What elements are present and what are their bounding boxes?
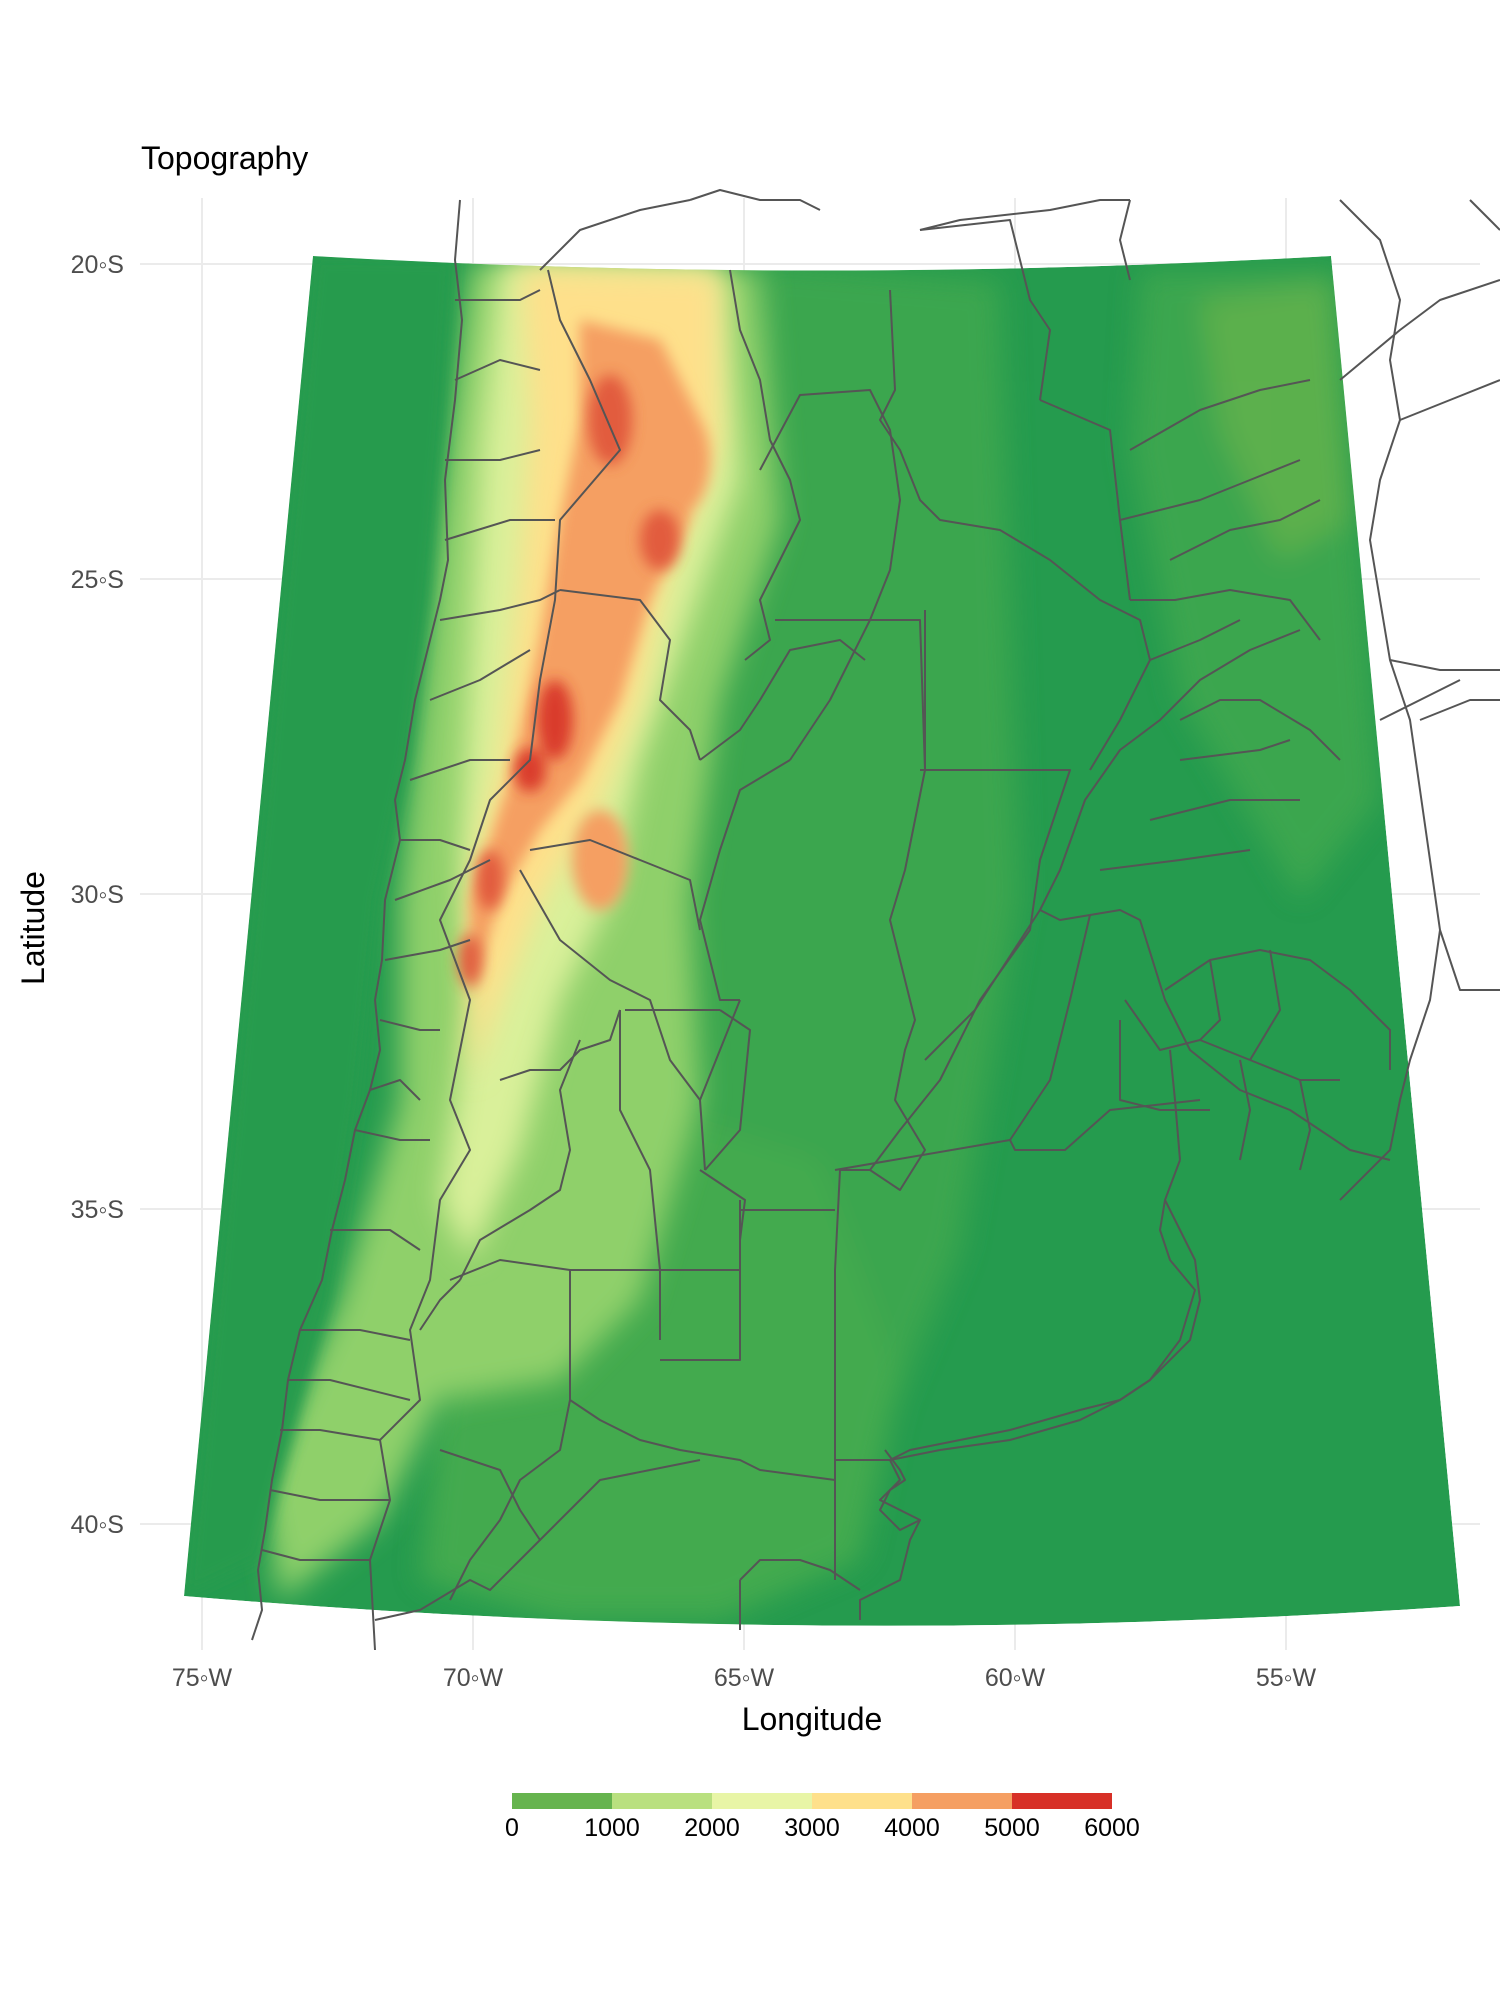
y-axis-title: Latitude [15, 871, 51, 985]
x-axis-ticks: 75◦W 70◦W 65◦W 60◦W 55◦W [172, 1664, 1317, 1692]
x-tick-label: 65◦W [714, 1664, 775, 1692]
legend-label: 1000 [584, 1814, 640, 1842]
legend-swatch [512, 1793, 612, 1809]
x-tick-label: 75◦W [172, 1664, 233, 1692]
legend-label: 5000 [984, 1814, 1040, 1842]
legend-label: 4000 [884, 1814, 940, 1842]
topography-raster [184, 256, 1460, 1626]
y-tick-label: 40◦S [71, 1511, 124, 1539]
legend-label: 3000 [784, 1814, 840, 1842]
legend-swatch [812, 1793, 912, 1809]
elevation-legend: 0 1000 2000 3000 4000 5000 6000 [505, 1793, 1140, 1842]
x-tick-label: 55◦W [1256, 1664, 1317, 1692]
legend-label: 2000 [684, 1814, 740, 1842]
legend-label: 0 [505, 1814, 519, 1842]
legend-swatch [1012, 1793, 1112, 1809]
y-tick-label: 35◦S [71, 1196, 124, 1224]
y-tick-label: 20◦S [71, 251, 124, 279]
x-axis-title: Longitude [742, 1701, 883, 1737]
map-title: Topography [141, 140, 309, 176]
legend-label: 6000 [1084, 1814, 1140, 1842]
y-tick-label: 25◦S [71, 566, 124, 594]
legend-swatch [612, 1793, 712, 1809]
y-axis-ticks: 20◦S 25◦S 30◦S 35◦S 40◦S [71, 251, 124, 1539]
political-boundaries [251, 189, 1500, 1651]
x-tick-label: 70◦W [443, 1664, 504, 1692]
x-tick-label: 60◦W [985, 1664, 1046, 1692]
y-tick-label: 30◦S [71, 881, 124, 909]
legend-swatch [712, 1793, 812, 1809]
legend-swatch [912, 1793, 1012, 1809]
